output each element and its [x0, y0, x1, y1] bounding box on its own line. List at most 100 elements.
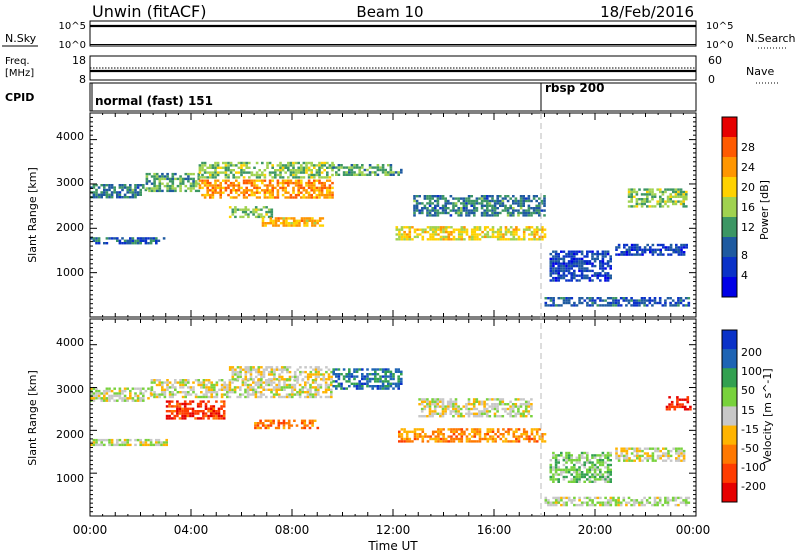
velocity-echo-cell [454, 410, 458, 413]
power-echo-cell [661, 200, 665, 203]
velocity-echo-cell [408, 430, 412, 433]
velocity-echo-cell [366, 368, 369, 371]
power-echo-cell [465, 233, 469, 236]
power-echo-cell [512, 211, 515, 215]
power-echo-cell [281, 189, 285, 192]
power-echo-cell [276, 193, 280, 197]
velocity-echo-cell [256, 424, 260, 427]
velocity-echo-cell [599, 456, 602, 459]
velocity-echo-cell [682, 452, 686, 455]
velocity-echo-cell [155, 379, 159, 382]
velocity-echo-cell [449, 412, 453, 415]
power-echo-cell [355, 164, 359, 167]
velocity-echo-cell [601, 451, 605, 455]
power-echo-cell [535, 211, 538, 215]
velocity-echo-cell [157, 443, 161, 447]
velocity-echo-cell [593, 463, 597, 467]
velocity-echo-cell [317, 388, 320, 391]
xaxis-label: Time UT [367, 539, 418, 553]
power-echo-cell [285, 219, 288, 222]
power-echo-cell [415, 202, 419, 205]
velocity-echo-cell [199, 402, 203, 406]
power-echo-cell [667, 246, 670, 249]
power-echo-cell [313, 219, 317, 222]
power-echo-cell [95, 193, 98, 196]
power-echo-cell [507, 230, 510, 234]
power-echo-cell [163, 184, 167, 188]
power-echo-cell [632, 299, 636, 302]
velocity-echo-cell [260, 373, 263, 376]
power-echo-cell [604, 299, 607, 302]
velocity-cbar-tick-200: 200 [741, 346, 762, 359]
velocity-echo-cell [557, 501, 561, 504]
power-echo-cell [499, 211, 502, 215]
power-echo-cell [496, 238, 500, 241]
velocity-echo-cell [668, 405, 671, 409]
freq-right-tick-top: 60 [708, 54, 722, 67]
power-echo-cell [139, 239, 142, 242]
power-echo-cell [606, 252, 610, 256]
velocity-echo-cell [591, 475, 594, 479]
velocity-echo-cell [570, 466, 573, 469]
velocity-echo-cell [614, 499, 618, 502]
power-echo-cell [527, 209, 531, 212]
power-echo-cell [454, 209, 458, 212]
power-echo-cell [557, 297, 561, 300]
power-echo-cell [255, 171, 259, 174]
power-echo-cell [194, 180, 198, 183]
power-echo-cell [493, 209, 497, 212]
power-echo-cell [651, 188, 654, 191]
velocity-echo-cell [606, 466, 610, 469]
power-echo-cell [541, 238, 544, 241]
velocity-echo-cell [161, 383, 164, 387]
power-echo-cell [155, 239, 158, 242]
velocity-echo-cell [176, 402, 179, 406]
power-echo-cell [583, 260, 586, 263]
power-echo-cell [245, 166, 248, 169]
velocity-echo-cell [525, 433, 529, 436]
velocity-echo-cell [144, 438, 148, 442]
velocity-echo-cell [583, 466, 586, 469]
power-echo-cell [266, 184, 269, 187]
velocity-echo-cell [591, 461, 594, 464]
power-echo-cell [366, 173, 369, 176]
power-echo-cell [118, 239, 122, 242]
velocity-echo-cell [189, 388, 193, 391]
velocity-echo-cell [625, 501, 628, 504]
velocity-echo-cell [202, 395, 206, 399]
power-echo-cell [685, 195, 688, 198]
power-echo-cell [633, 253, 636, 256]
power-echo-cell [462, 199, 466, 203]
power-echo-cell [100, 193, 103, 196]
power-echo-cell [255, 184, 259, 187]
velocity-echo-cell [363, 375, 367, 378]
velocity-echo-cell [205, 379, 208, 382]
velocity-echo-cell [527, 403, 531, 406]
power-echo-cell [560, 264, 563, 268]
velocity-echo-cell [191, 412, 195, 415]
velocity-echo-cell [549, 501, 553, 504]
power-echo-cell [643, 248, 647, 251]
velocity-echo-cell [462, 405, 466, 408]
power-echo-cell [142, 184, 145, 187]
power-echo-cell [232, 189, 235, 192]
velocity-echo-cell [200, 386, 203, 389]
power-echo-cell [211, 171, 215, 174]
power-echo-cell [549, 264, 553, 268]
power-echo-cell [596, 276, 599, 280]
power-echo-cell [219, 166, 222, 169]
power-echo-cell [303, 222, 306, 225]
power-echo-cell [573, 301, 576, 305]
power-echo-cell [646, 195, 649, 198]
power-echo-cell [387, 164, 390, 167]
velocity-echo-cell [267, 424, 270, 427]
power-echo-cell [166, 187, 169, 190]
power-echo-cell [245, 179, 248, 182]
power-echo-cell [601, 260, 605, 263]
velocity-echo-cell [575, 459, 579, 462]
power-echo-cell [431, 195, 434, 198]
velocity-echo-cell [136, 394, 140, 398]
power-echo-cell [635, 205, 639, 208]
velocity-echo-cell [295, 424, 299, 427]
power-echo-cell [599, 272, 602, 275]
